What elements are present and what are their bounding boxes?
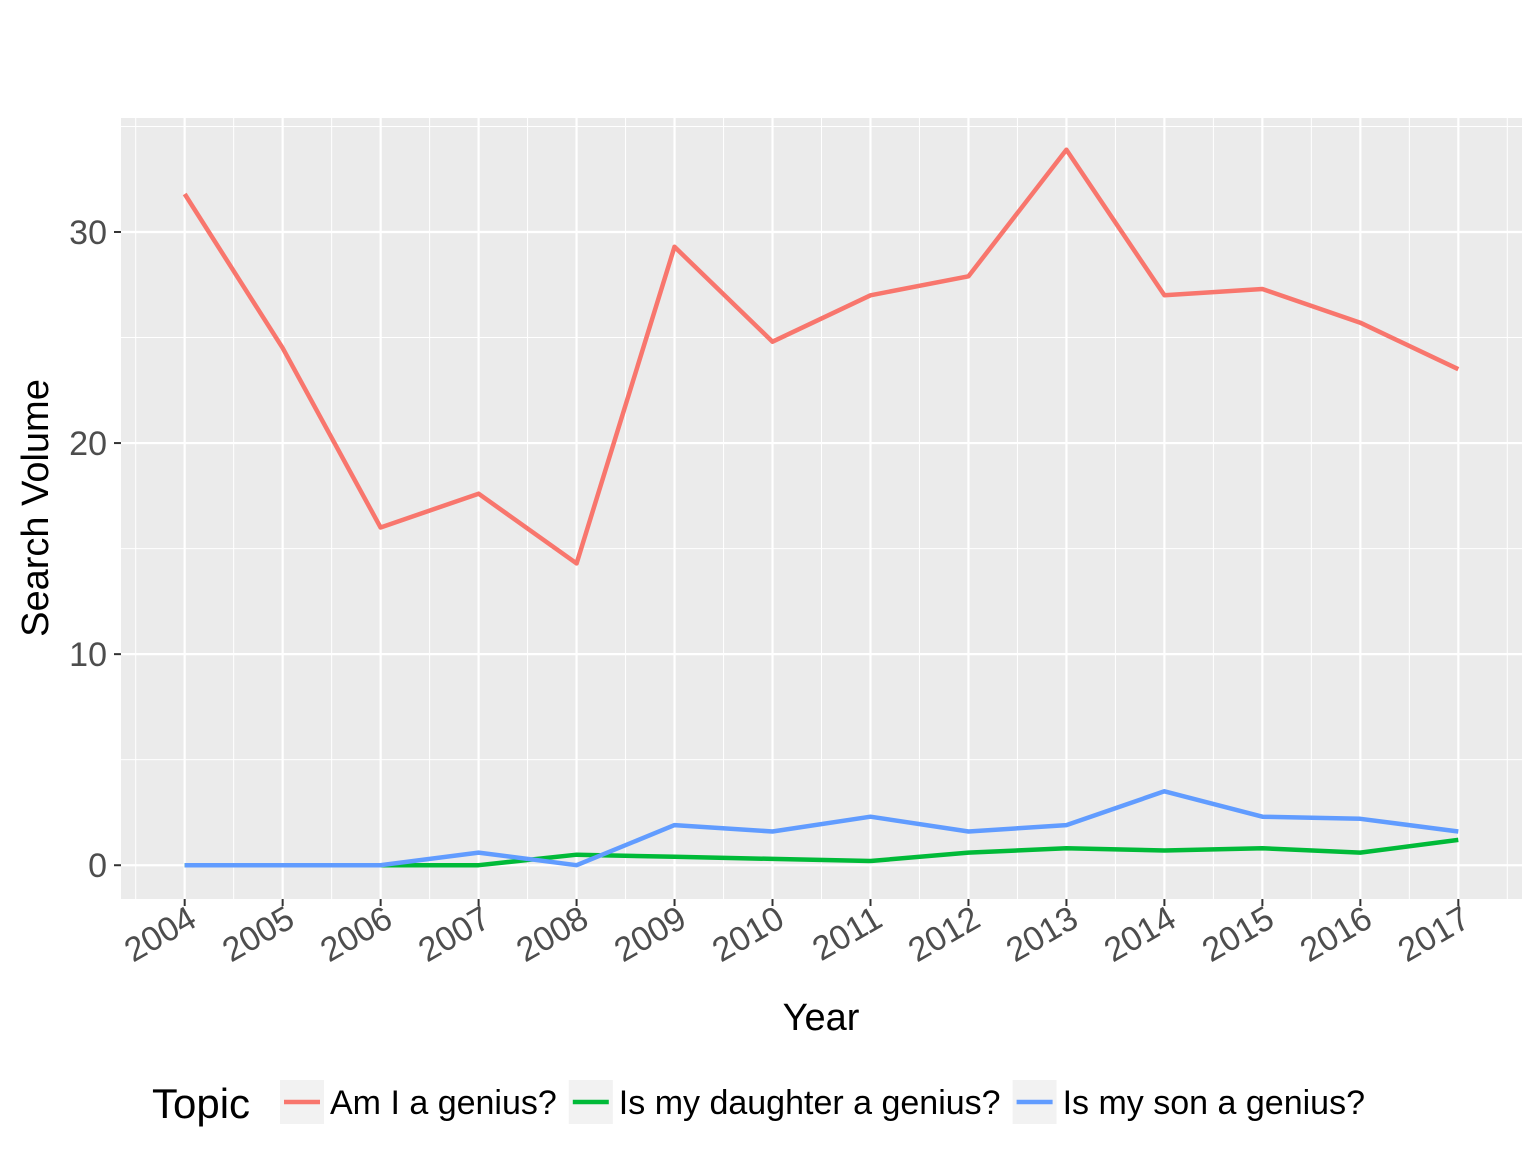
y-tick-label: 0 <box>88 847 107 885</box>
y-axis-title: Search Volume <box>15 379 57 637</box>
legend-label-3: Is my son a genius? <box>1063 1084 1365 1122</box>
series-line-3 <box>184 789 1459 868</box>
legend: Topic Am I a genius? Is my daughter a gen… <box>152 1080 1365 1127</box>
legend-title: Topic <box>152 1080 250 1127</box>
y-axis: 0 10 20 30 <box>69 214 121 885</box>
x-axis-title: Year <box>783 997 860 1039</box>
legend-label-1: Am I a genius? <box>330 1084 557 1122</box>
legend-label-2: Is my daughter a genius? <box>619 1084 1001 1122</box>
y-tick-label: 20 <box>69 425 107 463</box>
series-line-1 <box>182 147 1460 566</box>
series-lines <box>182 147 1460 868</box>
y-tick-label: 30 <box>69 214 107 252</box>
grid-lines <box>121 118 1522 899</box>
y-tick-label: 10 <box>69 636 107 674</box>
